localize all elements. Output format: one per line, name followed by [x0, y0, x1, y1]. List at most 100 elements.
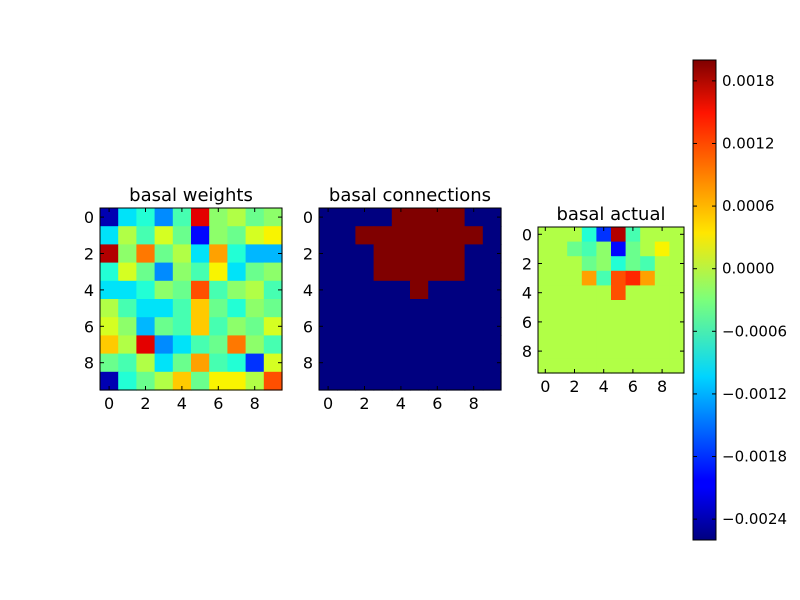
heatmap-cell — [209, 299, 228, 318]
x-tick-label: 6 — [432, 394, 442, 413]
heatmap-cell — [552, 329, 568, 345]
heatmap-cell — [669, 270, 685, 286]
heatmap-cell — [263, 299, 283, 318]
colorbar-tick-label: 0.0000 — [722, 260, 775, 278]
heatmap-cell — [100, 371, 119, 391]
heatmap-cell — [209, 244, 228, 264]
heatmap-cell — [391, 317, 411, 336]
heatmap-cell — [391, 371, 411, 391]
heatmap-cell — [154, 226, 174, 245]
heatmap-cell — [611, 343, 627, 359]
heatmap-cell — [319, 280, 338, 300]
x-tick-label: 0 — [540, 377, 550, 396]
heatmap-cell — [552, 270, 568, 286]
heatmap-cell — [482, 335, 502, 355]
heatmap-cell — [118, 317, 137, 336]
colorbar-gradient — [692, 59, 717, 541]
x-tick-label: 2 — [359, 394, 369, 413]
heatmap-cell — [355, 244, 375, 264]
heatmap-cell — [172, 208, 192, 227]
heatmap-cell — [596, 256, 612, 272]
heatmap-cell — [391, 262, 411, 282]
heatmap-cell — [552, 300, 568, 316]
heatmap-cell — [118, 226, 137, 245]
heatmap-cell — [100, 299, 119, 318]
heatmap-cell — [567, 227, 583, 243]
plot-frame — [99, 207, 283, 391]
x-tick-label: 2 — [569, 377, 579, 396]
heatmap-cell — [373, 280, 393, 300]
heatmap-cell — [136, 244, 156, 264]
heatmap-cell — [100, 226, 119, 245]
heatmap-cell — [567, 241, 583, 257]
y-tick-label: 2 — [303, 245, 313, 264]
heatmap-cell — [669, 358, 685, 374]
heatmap-cell — [446, 317, 466, 336]
heatmap-cell — [100, 244, 119, 264]
heatmap-cell — [245, 244, 265, 264]
heatmap-cell — [172, 371, 192, 391]
colorbar-tick-label: −0.0012 — [722, 385, 787, 403]
heatmap-cell — [227, 280, 247, 300]
heatmap-cell — [611, 270, 627, 286]
heatmap-cell — [319, 371, 338, 391]
heatmap-cell — [355, 226, 375, 245]
x-tick-label: 0 — [323, 394, 333, 413]
heatmap-cell — [669, 285, 685, 301]
axis-ticks: 0 2 4 6 8 0 2 4 6 8 — [303, 208, 501, 413]
heatmap-cell — [319, 226, 338, 245]
y-tick-label: 8 — [303, 354, 313, 373]
heatmap-cell — [172, 280, 192, 300]
colorbar: 0.0018 0.0012 0.0006 0.0000 −0.0006 −0.0012 −0… — [692, 59, 787, 541]
heatmap-cell — [640, 256, 656, 272]
heatmap-cell — [355, 317, 375, 336]
heatmap-cell — [154, 208, 174, 227]
colorbar-ticks: 0.0018 0.0012 0.0006 0.0000 −0.0006 −0.0012 −0… — [693, 72, 787, 528]
heatmap-cell — [482, 280, 502, 300]
heatmap-cell — [625, 241, 641, 257]
heatmap-cell — [209, 208, 228, 227]
heatmap-cell — [669, 241, 685, 257]
y-tick-label: 8 — [522, 342, 532, 361]
heatmap-cell — [446, 335, 466, 355]
heatmap-cell — [625, 314, 641, 330]
heatmap-cell — [567, 270, 583, 286]
axis-ticks: 0 2 4 6 8 0 2 4 6 8 — [84, 208, 282, 413]
heatmap-cell — [118, 299, 137, 318]
heatmap-cell — [654, 227, 670, 243]
heatmap-cell — [136, 226, 156, 245]
colorbar-tick-label: 0.0012 — [722, 134, 775, 152]
heatmap-cell — [669, 227, 685, 243]
heatmap-cell — [552, 358, 568, 374]
heatmap-cell — [154, 353, 174, 373]
heatmap-cell — [625, 227, 641, 243]
heatmap-cell — [337, 299, 356, 318]
heatmap-cell — [625, 343, 641, 359]
heatmap-cell — [538, 241, 554, 257]
heatmap-cell — [118, 244, 137, 264]
heatmap-cell — [245, 371, 265, 391]
heatmap-cell — [172, 335, 192, 355]
heatmap-cell — [446, 208, 466, 227]
heatmap-cell — [263, 262, 283, 282]
heatmap-cell — [373, 335, 393, 355]
heatmap-cell — [227, 371, 247, 391]
heatmap-cell — [245, 353, 265, 373]
heatmap-cell — [373, 299, 393, 318]
heatmap-cell — [154, 371, 174, 391]
y-tick-label: 0 — [522, 225, 532, 244]
heatmap-cell — [319, 353, 338, 373]
heatmap-cell — [373, 226, 393, 245]
x-tick-label: 0 — [104, 394, 114, 413]
heatmap-cell — [100, 353, 119, 373]
heatmap-cell — [625, 256, 641, 272]
heatmap-cell — [581, 285, 597, 301]
heatmap-cell — [581, 270, 597, 286]
heatmap-cell — [154, 299, 174, 318]
heatmap-cell — [446, 244, 466, 264]
heatmap-cell — [337, 244, 356, 264]
heatmap-cell — [191, 280, 210, 300]
heatmap-cell — [209, 353, 228, 373]
heatmap-cell — [136, 299, 156, 318]
